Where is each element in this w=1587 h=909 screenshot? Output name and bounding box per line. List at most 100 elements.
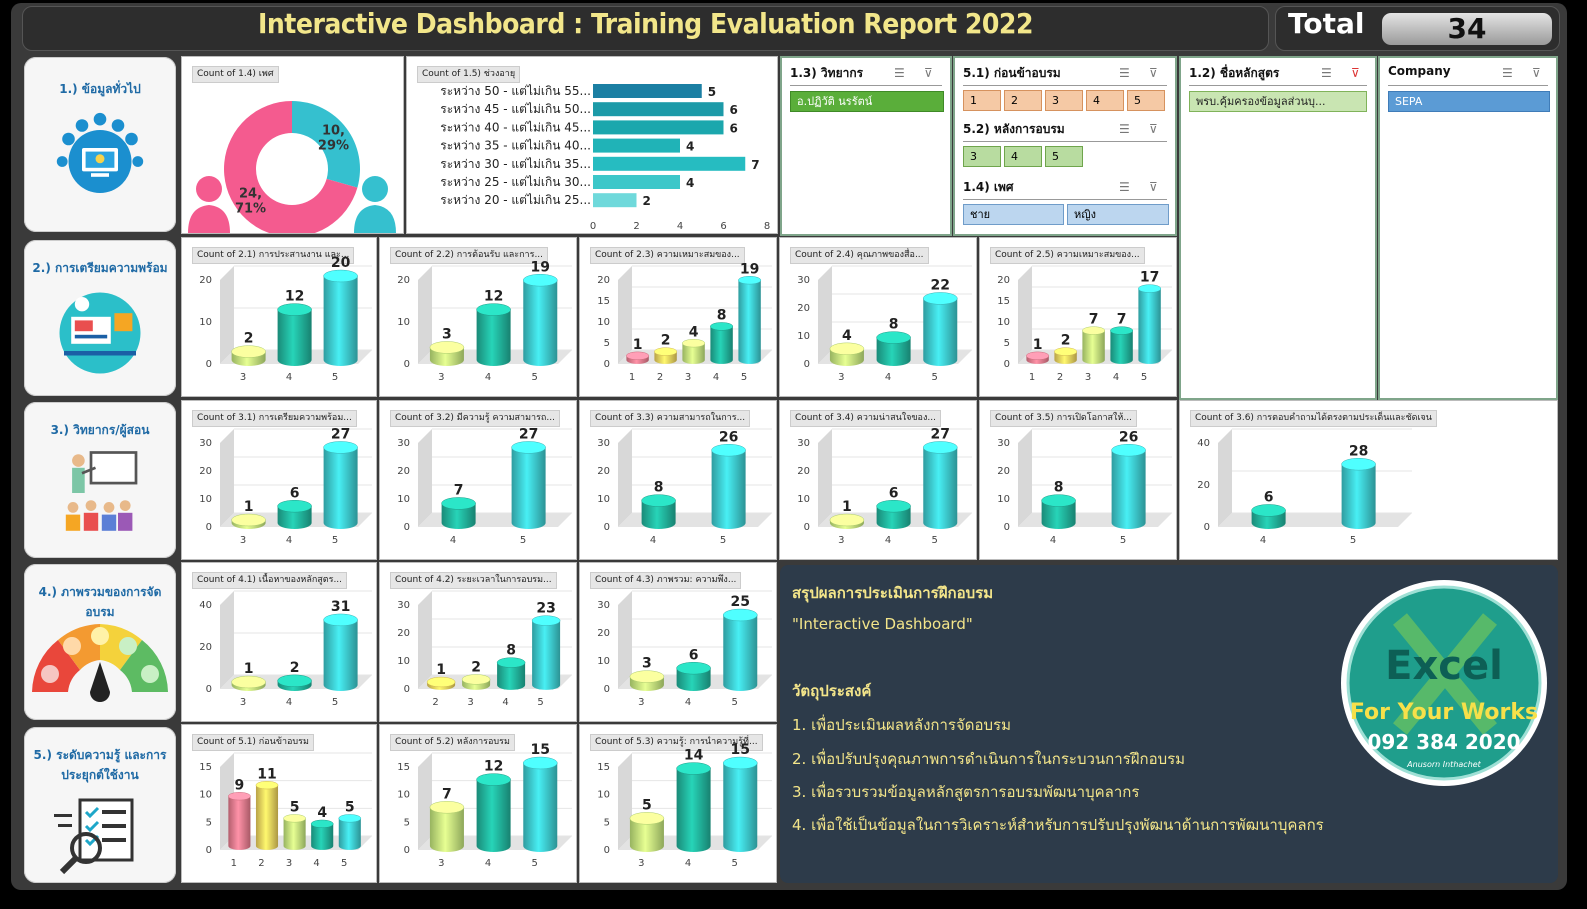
y-tick-label: 40	[1197, 438, 1210, 449]
multi-select-icon[interactable]: ☰	[894, 66, 905, 80]
slicer-item-post-4[interactable]: 4	[1004, 146, 1042, 167]
bar-3	[231, 513, 266, 529]
slicer-item-pre-5[interactable]: 5	[1127, 90, 1165, 111]
data-label: 27	[931, 426, 950, 442]
bar-4	[876, 500, 911, 529]
x-tick-label: 2	[633, 221, 639, 232]
x-tick-label: 3	[240, 372, 246, 383]
chart-title: Count of 4.2) ระยะเวลาในการอบรม...	[390, 572, 557, 589]
x-tick-label: 4	[450, 535, 456, 546]
chart-title: Count of 2.5) ความเหมาะสมของ...	[990, 247, 1145, 264]
x-tick-label: 3	[240, 697, 246, 708]
slicer-item-speaker[interactable]: อ.ปฏิวัติ นรรัตน์	[790, 91, 944, 112]
y-tick-label: 20	[797, 303, 810, 314]
post-training-slicer: 5.2) หลังการอบรม ☰ ⊽ 3 4 5	[953, 114, 1177, 172]
slicer-item-pre-4[interactable]: 4	[1086, 90, 1124, 111]
section-overall[interactable]: 4.) ภาพรวมของการจัดอบรม	[24, 564, 176, 720]
section-speaker[interactable]: 3.) วิทยากร/ผู้สอน	[24, 402, 176, 558]
data-label: 4	[686, 140, 694, 154]
chart-title: Count of 1.4) เพศ	[192, 66, 279, 83]
bar-4	[277, 500, 312, 529]
objective-item: 3. เพื่อรวบรวมข้อมูลหลักสูตรการอบรมพัฒนา…	[792, 783, 1140, 801]
y-tick-label: 10	[997, 317, 1010, 328]
data-label: 3	[442, 326, 452, 342]
x-tick-label: 4	[1113, 372, 1119, 383]
data-label: 1	[633, 337, 643, 353]
section-preparation[interactable]: 2.) การเตรียมความพร้อม	[24, 240, 176, 396]
chart-title: Count of 2.4) คุณภาพของสื่อ...	[790, 247, 929, 264]
multi-select-icon[interactable]: ☰	[1119, 180, 1130, 194]
objective-title: วัตถุประสงค์	[792, 682, 872, 700]
y-tick-label: 30	[997, 438, 1010, 449]
data-label: 8	[717, 307, 727, 323]
data-label: 2	[1061, 333, 1071, 349]
x-tick-label: 5	[332, 372, 338, 383]
y-tick-label: 10	[397, 317, 410, 328]
excel-for-your-works-logo: Excel For Your Works 092 384 2020 Anusor…	[1341, 580, 1547, 786]
data-label: 7	[442, 786, 452, 802]
slicer-item-post-5[interactable]: 5	[1045, 146, 1083, 167]
x-tick-label: 4	[885, 372, 891, 383]
x-tick-label: 3	[838, 372, 844, 383]
slicer-item-pre-3[interactable]: 3	[1045, 90, 1083, 111]
data-label: 22	[931, 277, 950, 293]
chart-title: Count of 5.1) ก่อนข้าอบรม	[192, 734, 314, 751]
x-tick-label: 3	[286, 858, 292, 869]
total-value: 34	[1382, 13, 1552, 45]
slicer-item-post-3[interactable]: 3	[963, 146, 1001, 167]
slicer-item-pre-2[interactable]: 2	[1004, 90, 1042, 111]
hbar-3	[593, 138, 680, 153]
chart-panel-c2_3: Count of 2.3) ความเหมาะสมของ... 0 5 10 15 20 1…	[579, 237, 777, 397]
y-tick-label: 0	[404, 684, 410, 695]
x-tick-label: 6	[720, 221, 726, 232]
y-tick-label: 20	[199, 275, 212, 286]
x-tick-label: 5	[731, 697, 737, 708]
multi-select-icon[interactable]: ☰	[1321, 66, 1332, 80]
data-label: 1	[1033, 337, 1043, 353]
multi-select-icon[interactable]: ☰	[1502, 66, 1513, 80]
y-tick-label: 0	[404, 359, 410, 370]
clear-filter-icon[interactable]: ⊽	[1532, 66, 1541, 80]
section-label: 3.) วิทยากร/ผู้สอน	[50, 423, 150, 437]
x-tick-label: 5	[1141, 372, 1147, 383]
bar-chart-c3_3: 0 10 20 30 8 4 26 5	[597, 428, 772, 546]
chart-side-wall	[618, 591, 632, 689]
multi-select-icon[interactable]: ☰	[1119, 66, 1130, 80]
chart-floor	[618, 513, 772, 527]
bar-chart-c5_3: 0 5 10 15 5 3 14 4 15 5	[597, 742, 772, 869]
data-label: 6	[290, 485, 300, 501]
slicer-divider	[963, 199, 1167, 200]
chart-side-wall	[818, 429, 832, 527]
slicer-item-male[interactable]: ชาย	[963, 204, 1064, 225]
y-tick-label: 0	[1204, 522, 1210, 533]
clear-filter-icon[interactable]: ⊽	[1149, 122, 1158, 136]
slicer-item-company[interactable]: SEPA	[1388, 91, 1550, 112]
y-tick-label: 20	[199, 466, 212, 477]
bar-5	[1341, 458, 1376, 529]
slicer-item-pre-1[interactable]: 1	[963, 90, 1001, 111]
summary-heading: สรุปผลการประเมินการฝึกอบรม	[792, 584, 994, 602]
y-tick-label: 15	[397, 762, 410, 773]
bar-4	[1110, 326, 1134, 364]
x-tick-label: 2	[258, 858, 264, 869]
chart-panel-c4_1: Count of 4.1) เนื้อหาของหลักสูตร... 0 20 40…	[181, 562, 377, 722]
pie-data-label: 10, 29%	[318, 124, 349, 154]
section-general[interactable]: 1.) ข้อมูลทั่วไป	[24, 57, 176, 232]
slicer-title: 1.4) เพศ	[963, 180, 1014, 194]
section-knowledge[interactable]: 5.) ระดับความรู้ และการประยุกต์ใช้งาน	[24, 727, 176, 883]
y-tick-label: 20	[1197, 480, 1210, 491]
slicer-item-female[interactable]: หญิง	[1067, 204, 1169, 225]
clear-filter-icon[interactable]: ⊽	[1351, 66, 1360, 80]
bar-chart-c4_3: 0 10 20 30 3 3 6 4 25 5	[597, 590, 772, 708]
clear-filter-icon[interactable]: ⊽	[924, 66, 933, 80]
multi-select-icon[interactable]: ☰	[1119, 122, 1130, 136]
y-tick-label: 40	[199, 600, 212, 611]
clear-filter-icon[interactable]: ⊽	[1149, 66, 1158, 80]
chart-panel-c5_2: Count of 5.2) หลังการอบรม 0 5 10 15 7 3 12 4 15 5	[379, 724, 577, 883]
total-label: Total	[1288, 7, 1365, 40]
bar-3	[231, 345, 266, 366]
slicer-item-course[interactable]: พรบ.คุ้มครองข้อมูลส่วนบุ...	[1189, 91, 1367, 112]
clear-filter-icon[interactable]: ⊽	[1149, 180, 1158, 194]
bar-4	[441, 497, 476, 529]
y-tick-label: 0	[604, 845, 610, 856]
